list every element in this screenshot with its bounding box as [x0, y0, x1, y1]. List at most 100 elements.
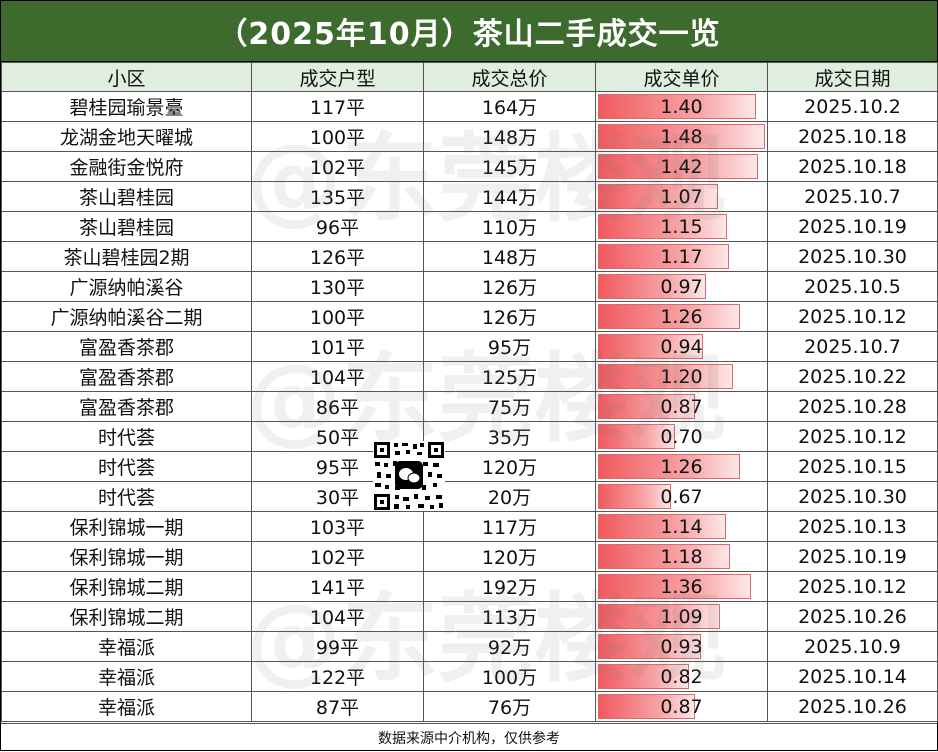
cell-area: 102平: [251, 151, 424, 182]
unit-price-bar: [598, 94, 756, 119]
table-row: 茶山碧桂园 135平 144万 1.07 2025.10.7: [1, 181, 938, 212]
cell-unit-price: 1.17: [595, 241, 768, 272]
cell-area: 103平: [251, 511, 424, 542]
table-row: 保利锦城一期 102平 120万 1.18 2025.10.19: [1, 541, 938, 572]
cell-date: 2025.10.30: [767, 481, 938, 512]
cell-date: 2025.10.26: [767, 601, 938, 632]
unit-price-bar: [598, 664, 689, 689]
unit-price-bar: [598, 274, 707, 299]
unit-price-bar: [598, 394, 695, 419]
cell-total-price: 120万: [423, 451, 596, 482]
cell-unit-price: 1.40: [595, 91, 768, 122]
table-row: 广源纳帕溪谷二期 100平 126万 1.26 2025.10.12: [1, 301, 938, 332]
table-row: 保利锦城一期 103平 117万 1.14 2025.10.13: [1, 511, 938, 542]
cell-unit-price: 0.87: [595, 391, 768, 422]
cell-total-price: 95万: [423, 331, 596, 362]
cell-total-price: 92万: [423, 631, 596, 662]
cell-community: 广源纳帕溪谷: [1, 271, 252, 302]
cell-area: 135平: [251, 181, 424, 212]
cell-unit-price: 0.94: [595, 331, 768, 362]
cell-area: 99平: [251, 631, 424, 662]
unit-price-value: 0.82: [660, 665, 703, 688]
cell-date: 2025.10.5: [767, 271, 938, 302]
unit-price-value: 1.18: [660, 545, 703, 568]
unit-price-bar: [598, 334, 703, 359]
cell-area: 96平: [251, 211, 424, 242]
unit-price-bar: [598, 604, 720, 629]
unit-price-value: 1.42: [660, 155, 703, 178]
unit-price-value: 0.97: [660, 275, 703, 298]
cell-unit-price: 1.18: [595, 541, 768, 572]
cell-unit-price: 1.36: [595, 571, 768, 602]
cell-area: 126平: [251, 241, 424, 272]
cell-area: 100平: [251, 301, 424, 332]
table-row: 金融街金悦府 102平 145万 1.42 2025.10.18: [1, 151, 938, 182]
table-row: 茶山碧桂园2期 126平 148万 1.17 2025.10.30: [1, 241, 938, 272]
cell-community: 保利锦城二期: [1, 571, 252, 602]
cell-area: 104平: [251, 601, 424, 632]
table-row: 保利锦城二期 141平 192万 1.36 2025.10.12: [1, 571, 938, 602]
unit-price-value: 0.93: [660, 635, 703, 658]
cell-unit-price: 1.48: [595, 121, 768, 152]
cell-community: 时代荟: [1, 451, 252, 482]
table-row: 广源纳帕溪谷 130平 126万 0.97 2025.10.5: [1, 271, 938, 302]
cell-date: 2025.10.19: [767, 541, 938, 572]
cell-unit-price: 1.20: [595, 361, 768, 392]
cell-community: 富盈香茶郡: [1, 331, 252, 362]
cell-unit-price: 1.09: [595, 601, 768, 632]
unit-price-bar: [598, 184, 718, 209]
unit-price-value: 0.87: [660, 695, 703, 718]
cell-total-price: 148万: [423, 121, 596, 152]
cell-date: 2025.10.12: [767, 301, 938, 332]
table-row: 龙湖金地天曜城 100平 148万 1.48 2025.10.18: [1, 121, 938, 152]
cell-community: 金融街金悦府: [1, 151, 252, 182]
table-row: 幸福派 99平 92万 0.93 2025.10.9: [1, 631, 938, 662]
cell-area: 101平: [251, 331, 424, 362]
cell-community: 保利锦城一期: [1, 511, 252, 542]
cell-area: 87平: [251, 691, 424, 722]
cell-unit-price: 0.87: [595, 691, 768, 722]
cell-total-price: 110万: [423, 211, 596, 242]
table-row: 碧桂园瑜景臺 117平 164万 1.40 2025.10.2: [1, 91, 938, 122]
cell-unit-price: 0.93: [595, 631, 768, 662]
cell-total-price: 120万: [423, 541, 596, 572]
cell-area: 122平: [251, 661, 424, 692]
cell-area: 100平: [251, 121, 424, 152]
table-row: 茶山碧桂园 96平 110万 1.15 2025.10.19: [1, 211, 938, 242]
cell-date: 2025.10.19: [767, 211, 938, 242]
cell-community: 幸福派: [1, 631, 252, 662]
cell-date: 2025.10.18: [767, 151, 938, 182]
unit-price-value: 0.70: [660, 425, 703, 448]
unit-price-value: 0.67: [660, 485, 703, 508]
unit-price-value: 1.14: [660, 515, 703, 538]
cell-community: 幸福派: [1, 691, 252, 722]
cell-date: 2025.10.2: [767, 91, 938, 122]
cell-total-price: 126万: [423, 301, 596, 332]
cell-community: 幸福派: [1, 661, 252, 692]
cell-community: 保利锦城一期: [1, 541, 252, 572]
cell-total-price: 164万: [423, 91, 596, 122]
header-unit-price: 成交单价: [595, 62, 768, 92]
cell-date: 2025.10.28: [767, 391, 938, 422]
cell-area: 86平: [251, 391, 424, 422]
cell-total-price: 148万: [423, 241, 596, 272]
cell-total-price: 126万: [423, 271, 596, 302]
cell-date: 2025.10.26: [767, 691, 938, 722]
cell-community: 保利锦城二期: [1, 601, 252, 632]
cell-community: 广源纳帕溪谷二期: [1, 301, 252, 332]
cell-community: 富盈香茶郡: [1, 391, 252, 422]
cell-community: 茶山碧桂园2期: [1, 241, 252, 272]
cell-date: 2025.10.12: [767, 421, 938, 452]
cell-date: 2025.10.7: [767, 331, 938, 362]
header-total-price: 成交总价: [423, 62, 596, 92]
transactions-table: 小区 成交户型 成交总价 成交单价 成交日期 碧桂园瑜景臺 117平 164万 1.4…: [1, 62, 938, 722]
cell-date: 2025.10.7: [767, 181, 938, 212]
table-header-row: 小区 成交户型 成交总价 成交单价 成交日期: [1, 62, 938, 92]
cell-unit-price: 0.82: [595, 661, 768, 692]
cell-total-price: 125万: [423, 361, 596, 392]
unit-price-bar: [598, 124, 765, 149]
unit-price-bar: [598, 154, 759, 179]
cell-date: 2025.10.9: [767, 631, 938, 662]
unit-price-bar: [598, 694, 695, 719]
